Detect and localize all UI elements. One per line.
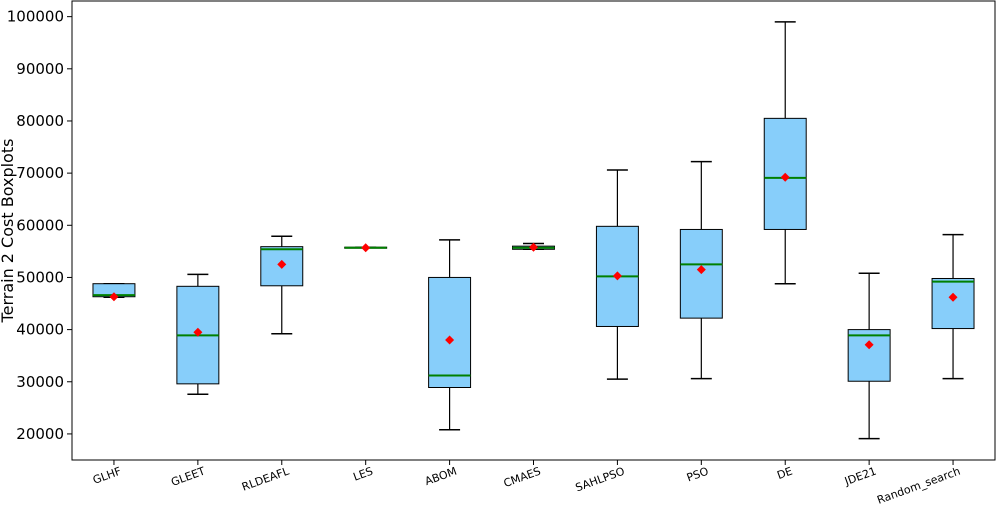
- box-iqr: [931, 277, 975, 330]
- mean-marker: [361, 243, 371, 253]
- box-iqr: [428, 276, 472, 388]
- mean-marker: [277, 259, 287, 269]
- mean-marker: [445, 335, 455, 345]
- box-de: [763, 21, 807, 285]
- mean-marker: [612, 271, 622, 281]
- x-tick-label: DE: [775, 465, 794, 483]
- y-tick-label: 40000: [16, 321, 64, 339]
- mean-marker: [193, 327, 203, 337]
- x-tick-label: LES: [351, 465, 374, 484]
- y-tick-label: 80000: [16, 112, 64, 130]
- box-sahlpso: [595, 169, 639, 380]
- y-axis-label: Terrain 2 Cost Boxplots: [0, 139, 17, 324]
- box-jde21: [847, 272, 891, 440]
- box-pso: [679, 160, 723, 380]
- y-tick-label: 20000: [16, 425, 64, 443]
- box-glhf: [92, 282, 136, 302]
- plot-frame: [71, 0, 996, 461]
- box-abom: [428, 239, 472, 431]
- box-gleet: [176, 273, 220, 396]
- y-tick-label: 60000: [16, 216, 64, 234]
- y-tick-label: 70000: [16, 164, 64, 182]
- y-axis: 20000 30000 40000 50000 60000 70000 80000 90000…: [7, 8, 72, 443]
- boxes-layer: [92, 21, 975, 440]
- box-les: [344, 243, 388, 253]
- box-random-search: [931, 233, 975, 380]
- mean-marker: [696, 265, 706, 275]
- box-cmaes: [512, 242, 555, 252]
- box-iqr: [847, 329, 891, 382]
- y-tick-label: 30000: [16, 373, 64, 391]
- mean-marker: [864, 340, 874, 350]
- mean-marker: [780, 172, 790, 182]
- y-tick-label: 90000: [16, 60, 64, 78]
- box-rldeafl: [260, 235, 304, 335]
- y-tick-label: 50000: [16, 268, 64, 286]
- y-tick-label: 100000: [7, 8, 64, 26]
- mean-marker: [109, 292, 119, 302]
- mean-marker: [948, 292, 958, 302]
- mean-marker: [529, 242, 538, 252]
